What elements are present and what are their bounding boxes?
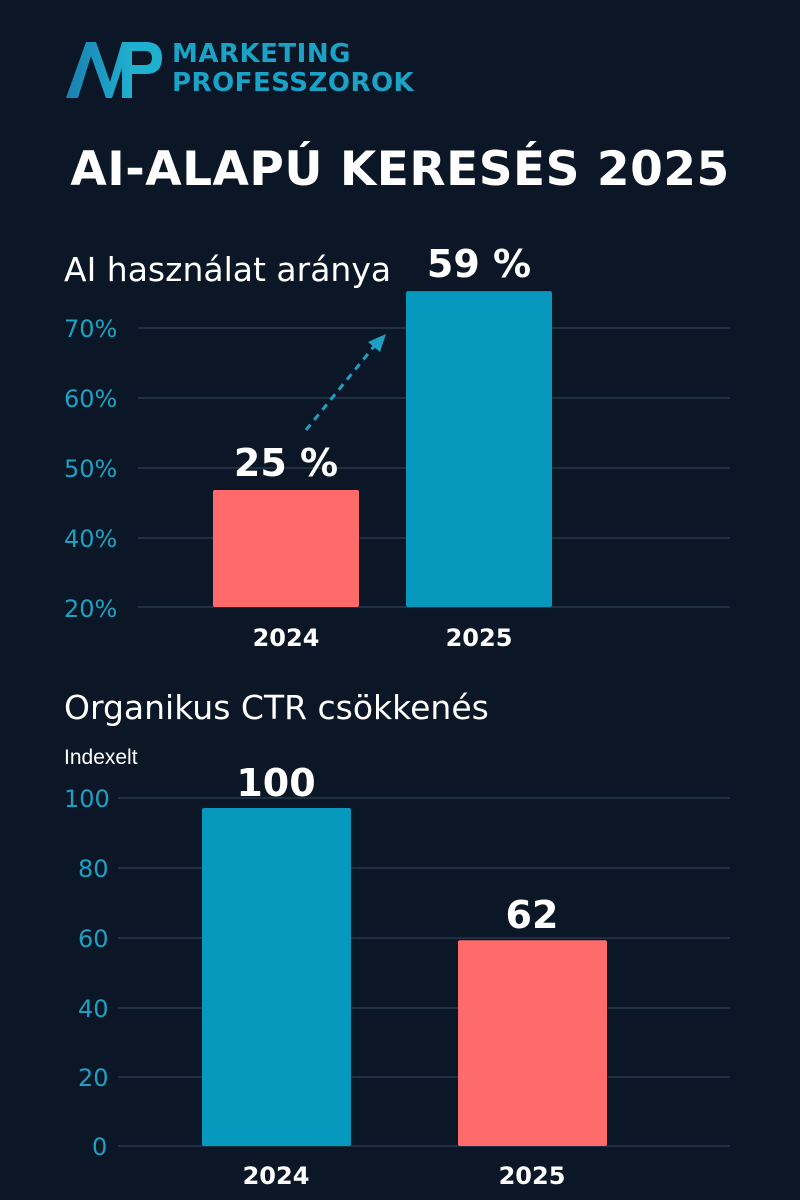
- y-tick-label: 60: [78, 925, 109, 953]
- x-tick-label-2025: 2025: [499, 1162, 566, 1190]
- y-tick-label: 80: [78, 855, 109, 883]
- y-tick-label: 60%: [64, 385, 117, 413]
- data-label-2025: 59 %: [427, 242, 531, 286]
- mp-monogram-icon: [66, 42, 162, 98]
- bar-2024: [202, 808, 351, 1146]
- y-tick-label: 20%: [64, 595, 117, 623]
- y-tick-label: 20: [78, 1064, 109, 1092]
- y-tick-label: 50%: [64, 455, 117, 483]
- dashed-arrow-annotation: [304, 334, 386, 431]
- y-tick-label: 100: [64, 785, 110, 813]
- bar-2025: [458, 940, 607, 1146]
- page-title: AI-ALAPÚ KERESÉS 2025: [70, 142, 730, 197]
- y-tick-label: 70%: [64, 315, 117, 343]
- brand-name: MARKETING PROFESSZOROK: [172, 40, 414, 98]
- data-label-2024: 25 %: [234, 441, 338, 485]
- y-tick-label: 40%: [64, 525, 117, 553]
- y-tick-label: 40: [78, 995, 109, 1023]
- x-tick-label-2025: 2025: [446, 624, 513, 652]
- y-axis-label: Indexelt: [64, 746, 138, 769]
- y-tick-label: 0: [92, 1133, 107, 1161]
- chart-2-title: Organikus CTR csökkenés: [64, 688, 489, 727]
- organic-ctr-chart: 100 80 60 40 20 0 100 62 2024 2025: [64, 761, 730, 1190]
- brand-line-1: MARKETING: [172, 39, 351, 69]
- data-label-2024: 100: [236, 761, 315, 805]
- ai-usage-chart: 70% 60% 50% 40% 20% 25 % 59 % 2024 2025: [64, 242, 730, 652]
- bar-2025: [406, 291, 552, 607]
- chart-1-title: AI használat aránya: [64, 250, 392, 289]
- x-tick-label-2024: 2024: [243, 1162, 310, 1190]
- data-label-2025: 62: [506, 893, 559, 937]
- brand-line-2: PROFESSZOROK: [172, 68, 415, 98]
- x-tick-label-2024: 2024: [253, 624, 320, 652]
- bar-2024: [213, 490, 359, 607]
